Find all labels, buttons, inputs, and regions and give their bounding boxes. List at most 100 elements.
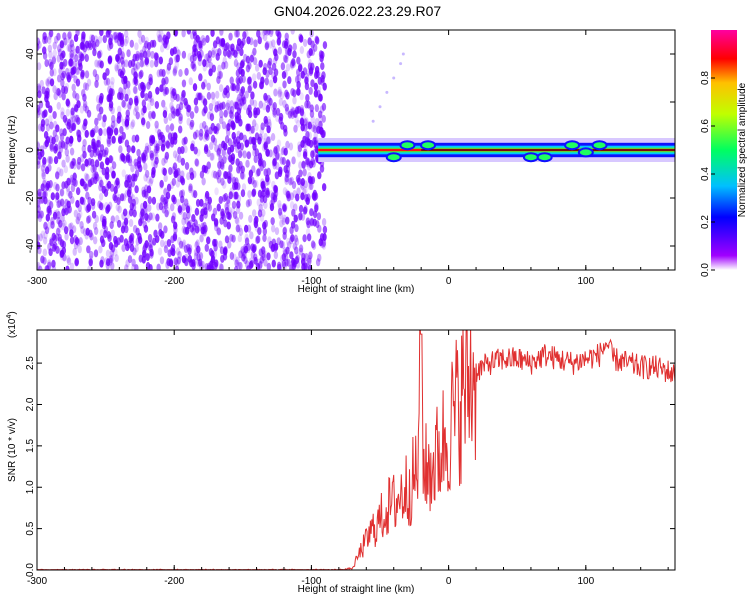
noise-point [93, 249, 99, 258]
noise-point [61, 92, 66, 101]
noise-point [308, 160, 314, 169]
noise-point [287, 47, 292, 56]
faint-trail-point [399, 62, 403, 66]
noise-point [251, 209, 257, 218]
noise-point [174, 265, 180, 270]
noise-point [184, 198, 189, 207]
noise-point [302, 234, 307, 243]
noise-point [148, 244, 153, 253]
noise-point [212, 40, 218, 49]
noise-point [317, 76, 323, 85]
noise-point [44, 118, 50, 127]
noise-point [229, 76, 234, 85]
noise-point [136, 148, 141, 157]
noise-point [82, 138, 87, 147]
noise-point [143, 42, 148, 51]
noise-point [162, 167, 167, 176]
noise-point [231, 131, 236, 140]
noise-point [307, 257, 312, 266]
colorbar-tick-label: 0.6 [700, 119, 711, 133]
noise-point [96, 60, 101, 69]
noise-point [71, 122, 77, 131]
noise-point [162, 110, 168, 119]
noise-point [86, 109, 92, 118]
noise-point [66, 32, 72, 41]
noise-point [247, 76, 252, 85]
noise-point [194, 105, 199, 114]
noise-point [276, 237, 281, 246]
noise-point [253, 256, 258, 265]
noise-point [225, 128, 231, 137]
spectrogram-ytick-label: -40 [25, 238, 36, 253]
noise-point [105, 261, 111, 270]
noise-point [178, 116, 183, 125]
noise-point [254, 63, 260, 72]
noise-point [61, 181, 66, 190]
noise-point [84, 70, 90, 79]
noise-point [64, 207, 69, 216]
noise-point [220, 254, 225, 263]
noise-point [75, 30, 80, 37]
spectrogram-ytick-label: 0 [25, 147, 36, 153]
noise-point [173, 225, 178, 234]
noise-point [131, 258, 136, 267]
noise-point [236, 141, 241, 150]
noise-point [76, 116, 81, 125]
noise-point [285, 91, 290, 100]
noise-point [221, 121, 227, 130]
noise-point [235, 145, 240, 154]
noise-point [157, 247, 163, 256]
noise-point [51, 243, 57, 252]
noise-point [186, 30, 192, 35]
noise-point [89, 250, 94, 259]
noise-point [253, 217, 258, 226]
noise-point [62, 32, 67, 41]
noise-point [267, 236, 272, 245]
noise-point [117, 136, 123, 145]
noise-point [251, 73, 257, 82]
noise-point [39, 79, 44, 88]
noise-point [74, 257, 80, 266]
noise-point [147, 78, 152, 87]
noise-point [201, 37, 207, 46]
noise-point [116, 105, 122, 114]
noise-point [65, 98, 70, 107]
noise-point [52, 234, 58, 243]
noise-point [37, 43, 40, 52]
noise-point [171, 177, 177, 186]
noise-point [133, 173, 138, 182]
noise-point [247, 85, 252, 94]
noise-point [295, 119, 301, 128]
colorbar-label: Normalized spectral amplitude [737, 82, 748, 217]
noise-point [79, 52, 84, 61]
noise-point [230, 156, 235, 165]
noise-point [92, 172, 97, 181]
noise-point [256, 198, 261, 207]
noise-point [296, 74, 302, 83]
noise-point [114, 179, 119, 188]
noise-point [286, 193, 292, 202]
noise-point [106, 230, 111, 239]
noise-point [292, 49, 297, 58]
noise-point [219, 30, 224, 37]
noise-point [300, 257, 306, 266]
noise-point [214, 90, 220, 99]
noise-point [93, 143, 98, 152]
noise-point [192, 31, 198, 40]
noise-point [149, 135, 154, 144]
noise-point [94, 73, 100, 82]
noise-point [208, 68, 213, 77]
noise-point [291, 181, 297, 190]
noise-point [65, 72, 71, 81]
noise-point [245, 260, 250, 269]
noise-point [313, 131, 318, 140]
noise-point [301, 160, 306, 169]
noise-point [38, 265, 43, 270]
noise-point [297, 141, 302, 150]
noise-point [319, 105, 325, 114]
noise-point [244, 90, 249, 99]
snr-ylabel: SNR (10 * v/v) [7, 418, 18, 482]
noise-point [266, 167, 271, 176]
noise-point [67, 31, 72, 40]
noise-point [131, 263, 136, 270]
